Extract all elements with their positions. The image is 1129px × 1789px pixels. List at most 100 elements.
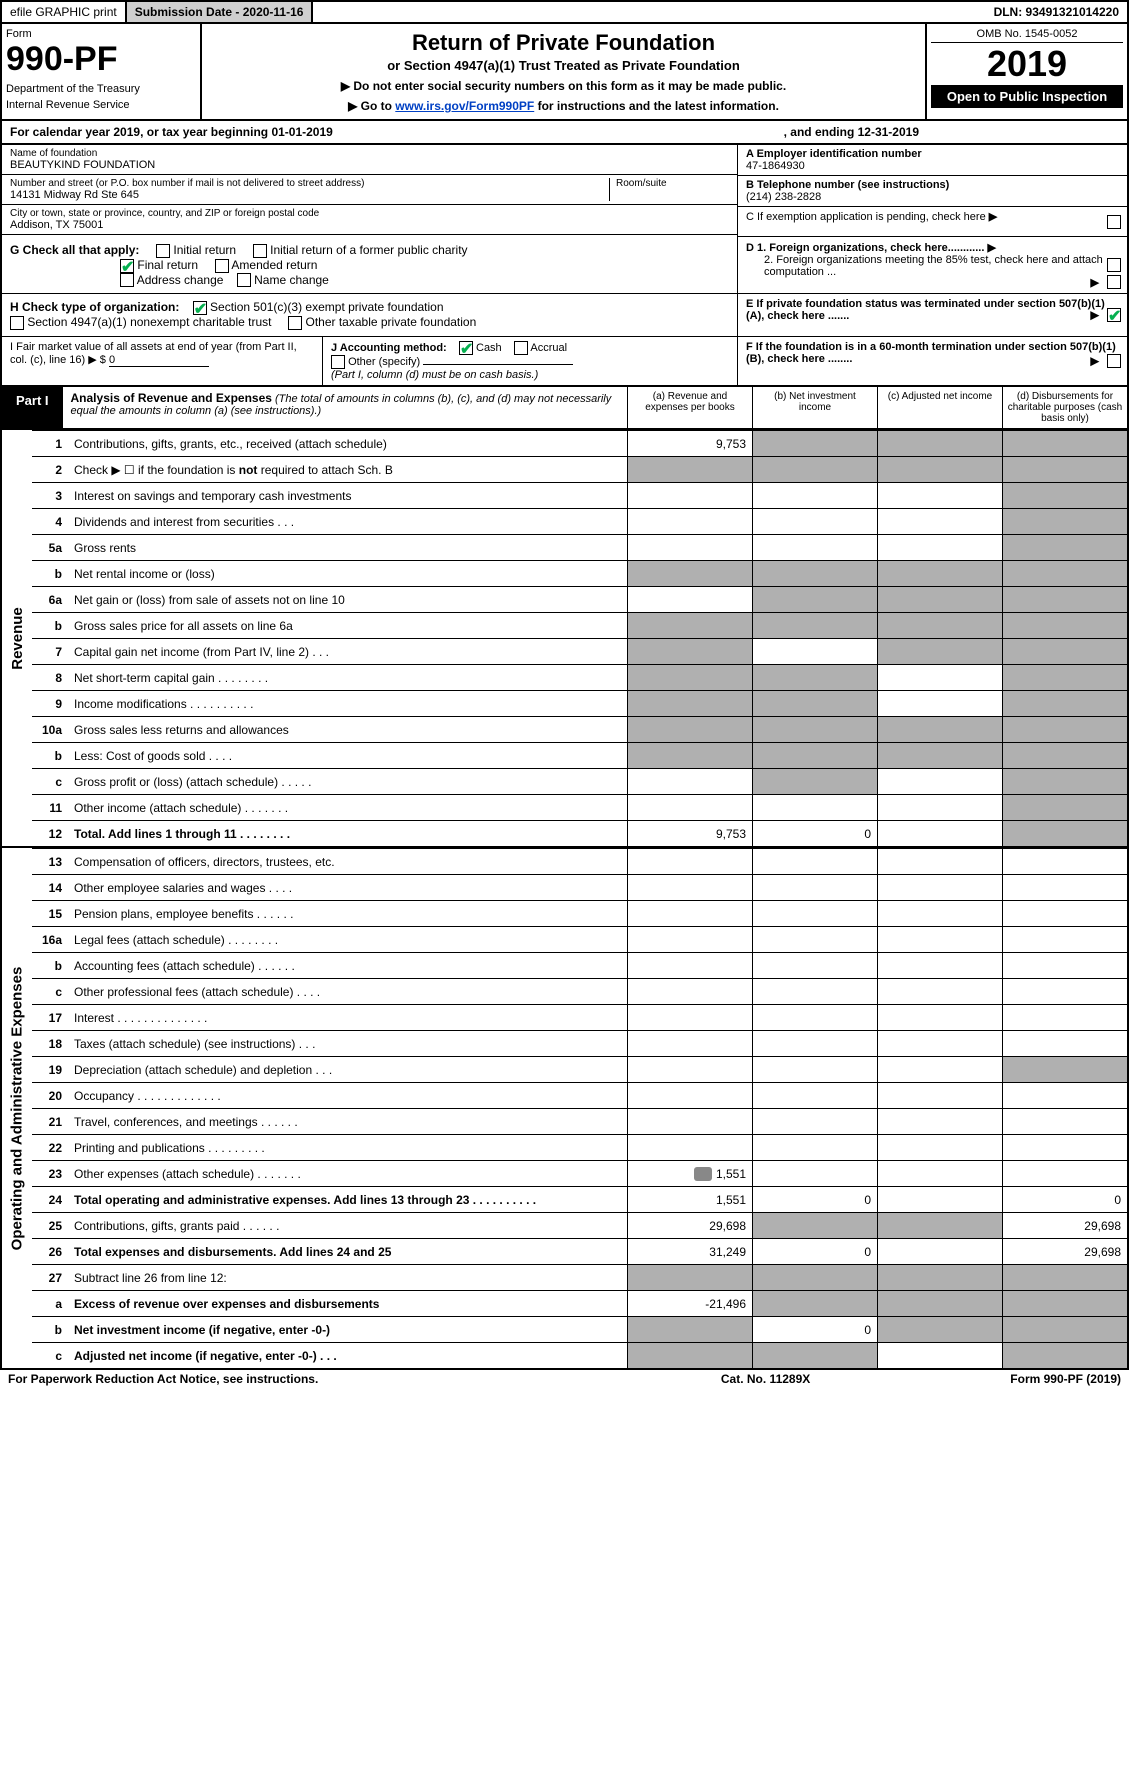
row-cols [627, 561, 1127, 586]
cell [627, 849, 752, 874]
cell: 29,698 [1002, 1239, 1127, 1264]
cell [752, 587, 877, 612]
row-cols: 9,7530 [627, 821, 1127, 846]
cash-checkbox[interactable] [459, 341, 473, 355]
row-cols [627, 587, 1127, 612]
phone: (214) 238-2828 [746, 191, 821, 203]
row-desc: Total operating and administrative expen… [70, 1191, 627, 1209]
table-row: 2Check ▶ ☐ if the foundation is not requ… [32, 456, 1127, 482]
row-number: 27 [32, 1271, 70, 1285]
row-desc: Other expenses (attach schedule) . . . .… [70, 1165, 627, 1183]
cell [752, 979, 877, 1004]
cell [877, 1161, 1002, 1186]
e-checkbox[interactable] [1107, 308, 1121, 322]
accrual-checkbox[interactable] [514, 341, 528, 355]
cell [877, 1031, 1002, 1056]
table-row: bAccounting fees (attach schedule) . . .… [32, 952, 1127, 978]
cell [877, 639, 1002, 664]
table-row: 7Capital gain net income (from Part IV, … [32, 638, 1127, 664]
row-number: b [32, 567, 70, 581]
other-method-checkbox[interactable] [331, 355, 345, 369]
cell: 0 [752, 1239, 877, 1264]
cell [1002, 901, 1127, 926]
amended-checkbox[interactable] [215, 259, 229, 273]
cell [752, 535, 877, 560]
name-change-checkbox[interactable] [237, 273, 251, 287]
row-desc: Gross sales less returns and allowances [70, 721, 627, 739]
j-note: (Part I, column (d) must be on cash basi… [331, 369, 538, 381]
cell [877, 1109, 1002, 1134]
cell: 0 [752, 1187, 877, 1212]
cell [1002, 875, 1127, 900]
cell [877, 849, 1002, 874]
cell [627, 561, 752, 586]
row-number: 13 [32, 855, 70, 869]
address-change-checkbox[interactable] [120, 273, 134, 287]
table-row: 4Dividends and interest from securities … [32, 508, 1127, 534]
cell [877, 587, 1002, 612]
cell [877, 1083, 1002, 1108]
cell [877, 457, 1002, 482]
cell [752, 769, 877, 794]
row-number: 14 [32, 881, 70, 895]
row-cols: 1,55100 [627, 1187, 1127, 1212]
cell [752, 875, 877, 900]
row-number: b [32, 749, 70, 763]
title: Return of Private Foundation [208, 30, 919, 56]
cell [1002, 613, 1127, 638]
col-d: (d) Disbursements for charitable purpose… [1002, 387, 1127, 428]
attachment-icon[interactable] [694, 1167, 712, 1181]
cell [752, 795, 877, 820]
cell [877, 691, 1002, 716]
s501-checkbox[interactable] [193, 301, 207, 315]
row-cols: 31,249029,698 [627, 1239, 1127, 1264]
row-cols [627, 1135, 1127, 1160]
row-cols [627, 795, 1127, 820]
row-desc: Interest on savings and temporary cash i… [70, 487, 627, 505]
row-desc: Contributions, gifts, grants paid . . . … [70, 1217, 627, 1235]
table-row: 21Travel, conferences, and meetings . . … [32, 1108, 1127, 1134]
row-desc: Capital gain net income (from Part IV, l… [70, 643, 627, 661]
cell [752, 639, 877, 664]
table-row: 3Interest on savings and temporary cash … [32, 482, 1127, 508]
f-checkbox[interactable] [1107, 354, 1121, 368]
other-taxable-checkbox[interactable] [288, 316, 302, 330]
cell [627, 875, 752, 900]
row-cols: 1,551 [627, 1161, 1127, 1186]
row-cols [627, 979, 1127, 1004]
note1: ▶ Do not enter social security numbers o… [208, 79, 919, 93]
part-label: Part I [2, 387, 63, 428]
initial-return-checkbox[interactable] [156, 244, 170, 258]
table-row: cGross profit or (loss) (attach schedule… [32, 768, 1127, 794]
row-cols [627, 1265, 1127, 1290]
cell [752, 613, 877, 638]
cell [752, 1005, 877, 1030]
table-row: cAdjusted net income (if negative, enter… [32, 1342, 1127, 1368]
top-bar: efile GRAPHIC print Submission Date - 20… [0, 0, 1129, 24]
row-cols [627, 743, 1127, 768]
row-cols [627, 457, 1127, 482]
d2-checkbox[interactable] [1107, 275, 1121, 289]
row-number: 8 [32, 671, 70, 685]
s4947-checkbox[interactable] [10, 316, 24, 330]
cell [877, 1187, 1002, 1212]
cell [752, 927, 877, 952]
c-checkbox[interactable] [1107, 215, 1121, 229]
cell [627, 587, 752, 612]
cell [877, 613, 1002, 638]
cell [1002, 1265, 1127, 1290]
row-desc: Depreciation (attach schedule) and deple… [70, 1061, 627, 1079]
cell [1002, 535, 1127, 560]
cell [877, 1343, 1002, 1368]
row-desc: Accounting fees (attach schedule) . . . … [70, 957, 627, 975]
table-row: 22Printing and publications . . . . . . … [32, 1134, 1127, 1160]
table-row: 24Total operating and administrative exp… [32, 1186, 1127, 1212]
cell [877, 901, 1002, 926]
initial-former-checkbox[interactable] [253, 244, 267, 258]
cell [752, 1161, 877, 1186]
d1-checkbox[interactable] [1107, 258, 1121, 272]
irs-link[interactable]: www.irs.gov/Form990PF [395, 99, 534, 113]
final-return-checkbox[interactable] [120, 259, 134, 273]
phone-label: B Telephone number (see instructions) [746, 179, 949, 191]
row-cols [627, 769, 1127, 794]
